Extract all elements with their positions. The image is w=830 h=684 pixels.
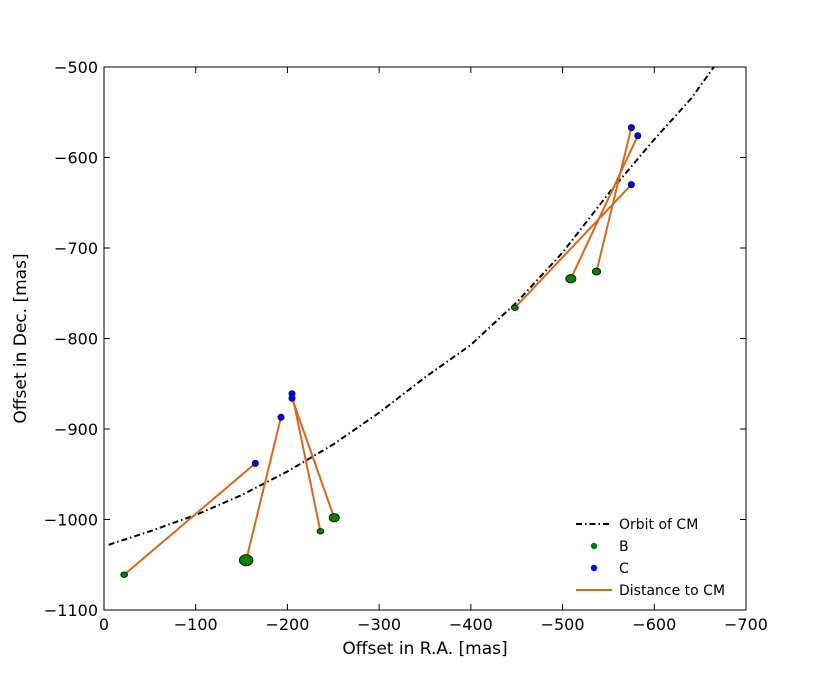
distance-segment-1 bbox=[123, 462, 256, 576]
point-b-3 bbox=[316, 528, 325, 535]
point-b-1 bbox=[120, 571, 128, 578]
point-c-2 bbox=[277, 413, 285, 421]
point-b-2 bbox=[238, 554, 254, 567]
legend-c-label: C bbox=[619, 561, 629, 577]
y-tick-label-3: −800 bbox=[54, 330, 98, 349]
y-tick-label-5: −1000 bbox=[44, 511, 98, 530]
point-c-7 bbox=[627, 124, 635, 132]
x-tick-label-7: −700 bbox=[724, 615, 768, 634]
point-b-6 bbox=[565, 274, 577, 284]
x-tick-label-5: −500 bbox=[541, 615, 585, 634]
point-b-7 bbox=[591, 267, 602, 276]
distance-segment-4 bbox=[291, 397, 336, 519]
distance-segment-2 bbox=[245, 416, 282, 561]
x-tick-label-2: −200 bbox=[265, 615, 309, 634]
x-axis-label: Offset in R.A. [mas] bbox=[342, 639, 507, 659]
x-tick-label-0: 0 bbox=[99, 615, 109, 634]
y-tick-label-6: −1100 bbox=[44, 601, 98, 620]
point-c-5 bbox=[627, 181, 635, 189]
legend-orbit-label: Orbit of CM bbox=[619, 517, 698, 533]
legend-b-marker bbox=[590, 542, 598, 550]
point-c-4 bbox=[288, 394, 296, 402]
legend-distance-label: Distance to CM bbox=[619, 583, 725, 599]
series-layer bbox=[108, 67, 715, 578]
point-b-5 bbox=[511, 304, 519, 311]
y-tick-label-0: −500 bbox=[54, 58, 98, 77]
distance-segment-7 bbox=[595, 127, 633, 272]
distance-segment-3 bbox=[291, 393, 322, 532]
x-tick-label-1: −100 bbox=[174, 615, 218, 634]
y-axis-label: Offset in Dec. [mas] bbox=[11, 253, 31, 423]
legend-c-marker bbox=[590, 564, 598, 572]
legend-b-label: B bbox=[619, 539, 629, 555]
legend: Orbit of CM B C Distance to CM bbox=[576, 517, 725, 599]
point-c-1 bbox=[251, 459, 259, 467]
point-c-6 bbox=[634, 132, 642, 140]
ticks-layer: 0 −100 −200 −300 −400 −500 −600 −700 −500 −600 −70… bbox=[44, 58, 768, 634]
y-tick-label-4: −900 bbox=[54, 420, 98, 439]
x-tick-label-6: −600 bbox=[632, 615, 676, 634]
point-b-4 bbox=[328, 513, 340, 523]
distance-segment-6 bbox=[569, 135, 639, 280]
x-tick-label-3: −300 bbox=[357, 615, 401, 634]
x-tick-label-4: −400 bbox=[449, 615, 493, 634]
y-tick-label-2: −700 bbox=[54, 239, 98, 258]
orbit-of-cm-line bbox=[108, 67, 715, 546]
y-tick-label-1: −600 bbox=[54, 149, 98, 168]
